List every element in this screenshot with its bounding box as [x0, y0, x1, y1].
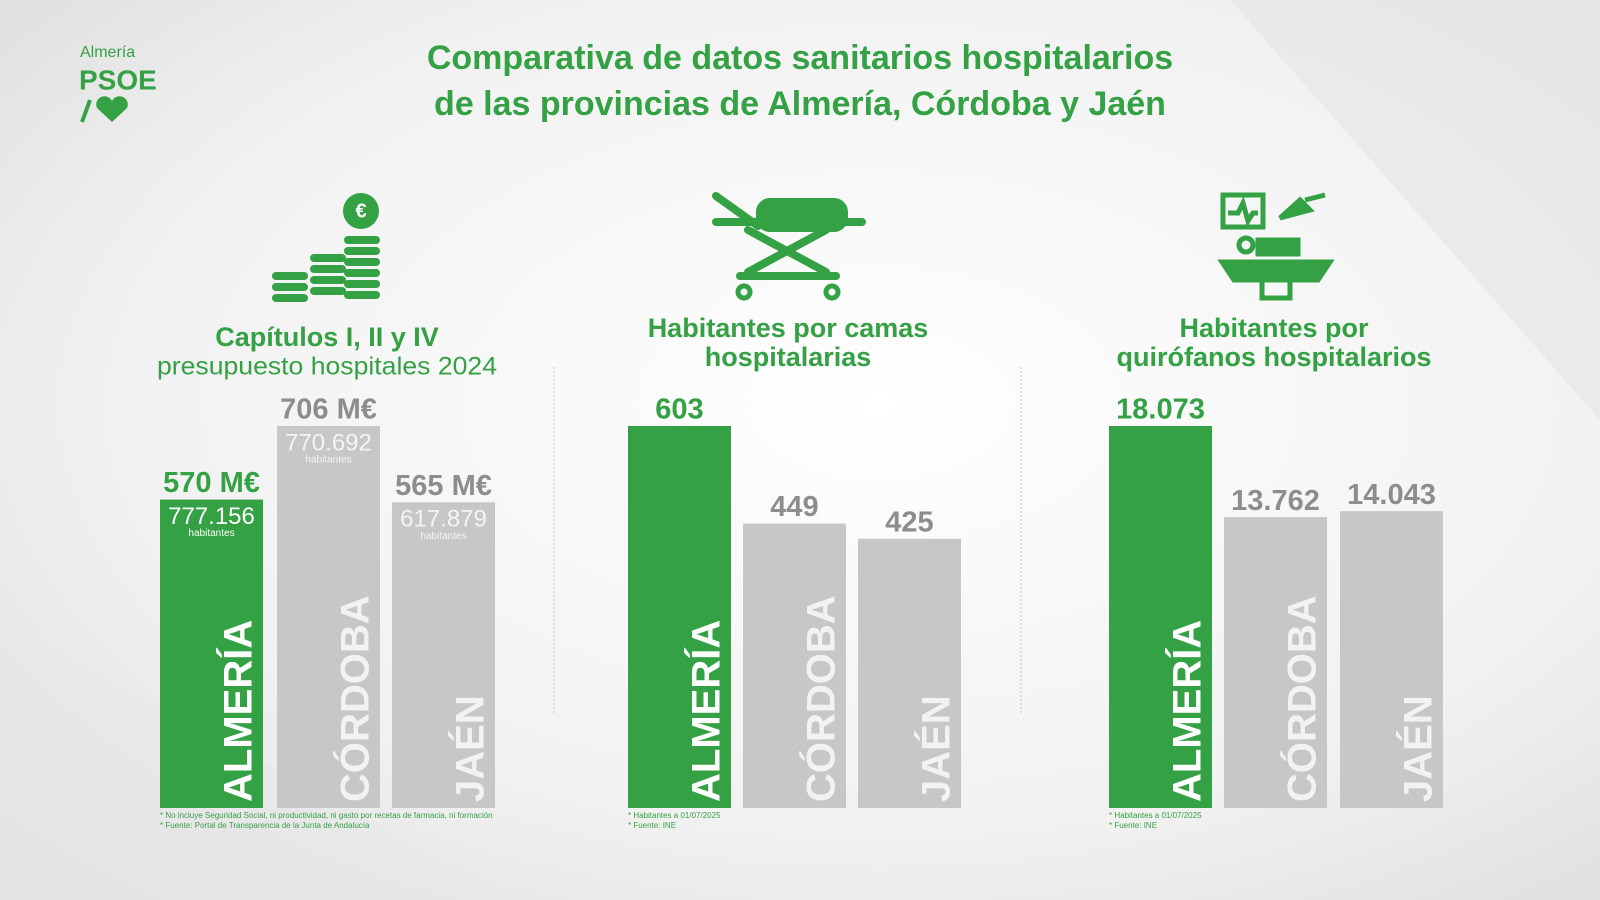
category-label: JAÉN [914, 695, 959, 802]
chart-subtitle: presupuesto hospitales 2024 [157, 353, 497, 381]
background-shape [1230, 0, 1600, 420]
logo-city: Almería [80, 44, 135, 61]
value-label: 14.043 [1347, 479, 1436, 511]
population-label: 617.879 [400, 506, 487, 533]
chart-title: hospitalarias [705, 342, 872, 372]
category-label: ALMERÍA [216, 620, 261, 802]
chart-title: quirófanos hospitalarios [1116, 342, 1431, 372]
value-label: 570 M€ [163, 467, 260, 499]
footnote: * Habitantes a 01/07/2025 [628, 811, 721, 820]
chart-title: Habitantes por [1179, 313, 1369, 343]
category-label: CÓRDOBA [798, 595, 844, 802]
bar [743, 523, 846, 808]
value-label: 425 [885, 506, 933, 538]
population-unit: habitantes [188, 528, 234, 539]
footnote: * Fuente: Portal de Transparencia de la … [160, 821, 370, 830]
value-label: 18.073 [1116, 394, 1205, 426]
footnote: * Fuente: INE [628, 821, 676, 830]
coins-icon: € [272, 193, 380, 302]
bar [1224, 517, 1327, 808]
bar [858, 538, 961, 808]
bar [392, 502, 495, 808]
operating-room-icon [1217, 192, 1335, 301]
value-label: 449 [770, 491, 818, 523]
logo-mark [80, 96, 128, 123]
svg-text:€: € [355, 200, 366, 222]
category-label: JAÉN [1396, 695, 1441, 802]
bar [1340, 511, 1443, 808]
footnote: * No incluye Seguridad Social, ni produc… [160, 811, 493, 820]
value-label: 565 M€ [395, 470, 492, 502]
category-label: CÓRDOBA [332, 595, 378, 802]
main-title: Comparativa de datos sanitarios hospital… [427, 39, 1173, 77]
footnote: * Fuente: INE [1109, 821, 1157, 830]
chart-title: Habitantes por camas [648, 313, 929, 343]
category-label: CÓRDOBA [1279, 595, 1325, 802]
category-label: JAÉN [448, 695, 493, 802]
bar [1109, 426, 1212, 808]
bar [277, 426, 380, 808]
logo-party: PSOE [79, 64, 157, 95]
chart-title: Capítulos I, II y IV [215, 322, 439, 352]
population-unit: habitantes [420, 531, 466, 542]
population-unit: habitantes [305, 455, 351, 466]
main-title: de las provincias de Almería, Córdoba y … [434, 85, 1166, 123]
footnote: * Habitantes a 01/07/2025 [1109, 811, 1202, 820]
bar [628, 426, 731, 808]
population-label: 770.692 [285, 429, 372, 456]
population-label: 777.156 [168, 503, 255, 530]
value-label: 603 [655, 394, 703, 426]
bar [160, 499, 263, 808]
stretcher-icon [712, 192, 866, 301]
category-label: ALMERÍA [1165, 620, 1210, 802]
category-label: ALMERÍA [684, 620, 729, 802]
value-label: 13.762 [1231, 485, 1320, 517]
value-label: 706 M€ [280, 394, 377, 426]
